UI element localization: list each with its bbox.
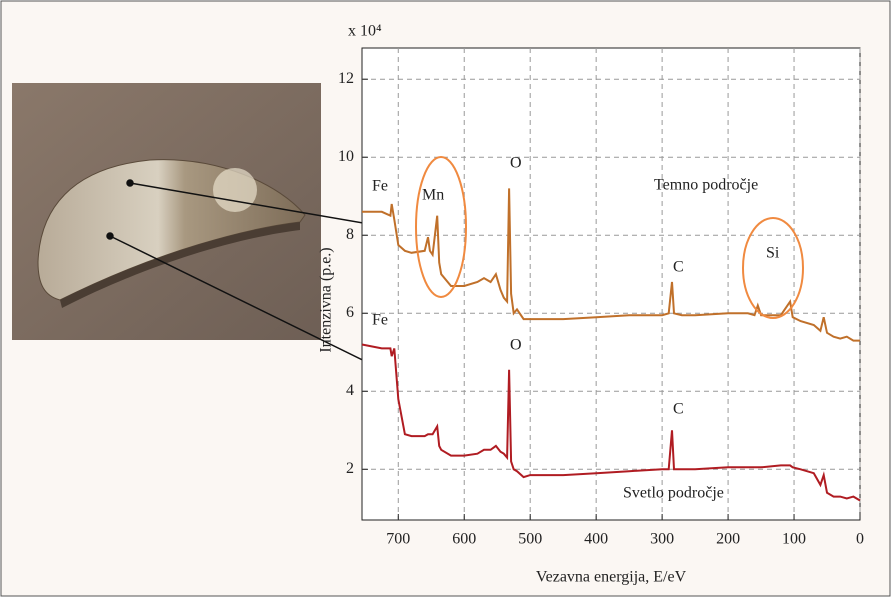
y-axis-label: Intenzivna (p.e.) [318, 247, 335, 352]
annotation: O [510, 337, 522, 354]
annotation: Fe [372, 178, 388, 195]
figure: 2 4 6 8 10 12 700 600 500 400 300 200 100 0 x 10⁴ Vez… [0, 0, 891, 597]
x-tick-label: 400 [584, 531, 608, 548]
plot-area [362, 48, 860, 520]
legend-label: Temno področje [654, 177, 758, 194]
y-tick-label: 12 [338, 70, 354, 87]
annotation: Mn [422, 187, 444, 204]
annotation: Fe [372, 312, 388, 329]
x-tick-label: 700 [386, 531, 410, 548]
x-axis-label: Vezavna energija, E/eV [536, 569, 687, 586]
annotation: Si [766, 245, 780, 262]
y-tick-label: 4 [346, 382, 354, 399]
annotation: O [510, 155, 522, 172]
legend-label: Svetlo področje [623, 485, 724, 502]
x-tick-label: 0 [856, 531, 864, 548]
x-tick-label: 100 [782, 531, 806, 548]
annotation: C [673, 259, 684, 276]
y-tick-label: 6 [346, 304, 354, 321]
y-multiplier: x 10⁴ [348, 23, 382, 40]
photo [12, 83, 321, 340]
x-tick-label: 300 [650, 531, 674, 548]
annotation: C [673, 401, 684, 418]
y-tick-label: 8 [346, 226, 354, 243]
x-tick-label: 500 [518, 531, 542, 548]
x-tick-label: 600 [452, 531, 476, 548]
y-tick-label: 10 [338, 148, 354, 165]
x-tick-label: 200 [716, 531, 740, 548]
y-tick-label: 2 [346, 460, 354, 477]
